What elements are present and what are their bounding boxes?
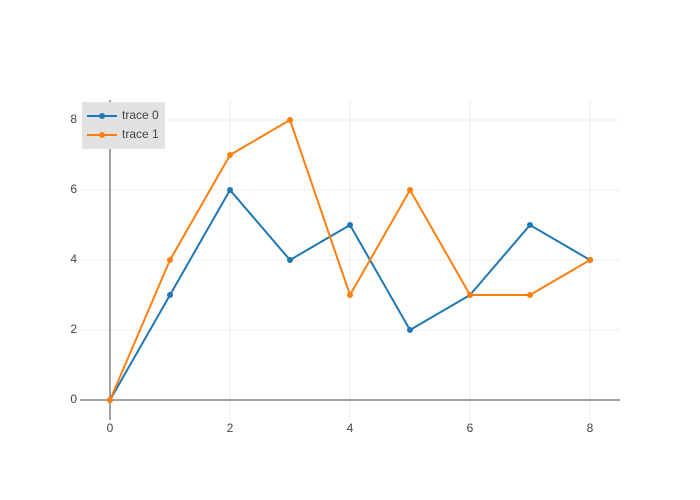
point (287, 116, 293, 123)
x-tick-label: 2 (227, 421, 234, 435)
point (527, 292, 533, 299)
legend-box (82, 102, 165, 149)
point (107, 397, 113, 404)
legend-marker (99, 113, 105, 119)
point (347, 292, 353, 299)
point (407, 327, 413, 334)
legend-marker (99, 132, 105, 138)
point (467, 292, 473, 299)
x-tick-label: 0 (107, 421, 114, 435)
point (227, 186, 233, 193)
legend-label: trace 0 (122, 108, 159, 122)
point (167, 257, 173, 263)
legend-label: trace 1 (122, 127, 159, 141)
point (527, 221, 533, 228)
point (227, 151, 233, 158)
y-tick-label: 6 (70, 182, 77, 196)
x-tick-label: 6 (467, 421, 474, 435)
point (587, 257, 593, 263)
y-tick-label: 4 (70, 252, 77, 266)
y-tick-label: 0 (70, 392, 77, 406)
point (287, 257, 293, 263)
x-tick-label: 8 (587, 421, 594, 435)
y-tick-label: 2 (70, 322, 77, 336)
point (347, 221, 353, 228)
point (167, 292, 173, 299)
point (407, 186, 413, 193)
y-tick-label: 8 (70, 112, 77, 126)
x-tick-label: 4 (347, 421, 354, 435)
